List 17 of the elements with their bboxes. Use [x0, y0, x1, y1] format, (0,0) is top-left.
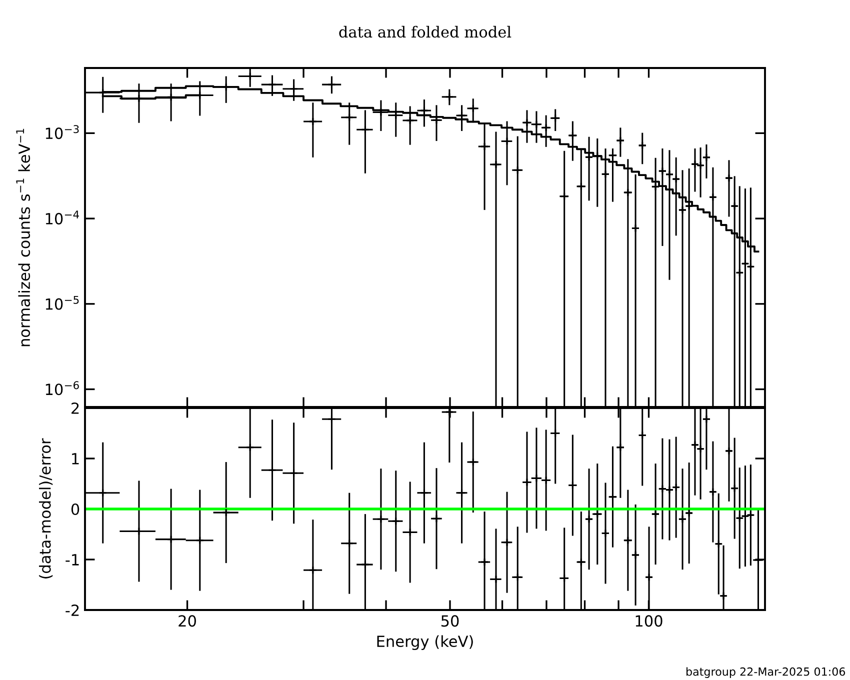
y-tick-label: 10$^{−3}$	[46, 125, 79, 140]
y-axis-title: normalized counts s$^{−1}$ keV$^{−1}$	[16, 128, 30, 346]
y-tick-label: 10$^{−5}$	[46, 296, 79, 310]
y-tick-label: 10$^{−6}$	[46, 381, 79, 396]
y-tick-label: 0	[71, 503, 80, 516]
y-tick-label: -1	[66, 554, 79, 566]
x-tick-label: 20	[178, 615, 196, 627]
y-tick-label: 10$^{−4}$	[46, 210, 79, 224]
y-tick-label: 2	[72, 402, 79, 414]
text: batgroup 22-Mar-2025 01:06	[686, 667, 846, 678]
chart-title: data and folded model	[339, 26, 512, 38]
y-tick-label: 1	[72, 453, 79, 464]
x-tick-label: 100	[636, 615, 662, 627]
y-tick-label: -2	[66, 604, 79, 616]
x-tick-label: 50	[441, 615, 459, 627]
y-axis-title: (data-model)/error	[39, 438, 53, 578]
x-axis-title: Energy (keV)	[377, 635, 473, 650]
